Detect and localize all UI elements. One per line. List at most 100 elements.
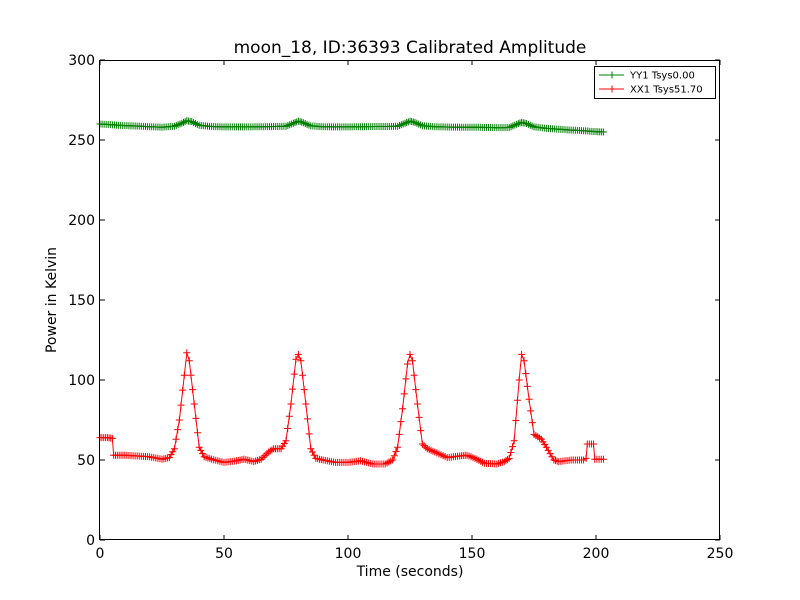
data-point-marker (504, 455, 512, 463)
data-point-marker (290, 370, 298, 378)
data-point-marker (513, 120, 521, 128)
data-point-marker (513, 396, 521, 404)
data-point-marker (253, 456, 261, 464)
data-point-marker (197, 446, 205, 454)
data-point-marker (190, 400, 198, 408)
data-point-marker (206, 455, 214, 463)
y-tick-label: 200 (68, 213, 95, 229)
series-1 (96, 117, 607, 136)
legend: YY1 Tsys0.00 XX1 Tsys51.70 (594, 66, 716, 99)
data-point-marker (522, 370, 530, 378)
data-point-marker (420, 442, 428, 450)
data-point-marker (298, 118, 306, 126)
data-point-marker (302, 400, 310, 408)
legend-marker (608, 71, 616, 79)
data-point-marker (548, 453, 556, 461)
data-point-marker (389, 456, 397, 464)
data-point-marker (514, 120, 522, 128)
data-point-marker (582, 454, 590, 462)
data-point-marker (417, 427, 425, 435)
legend-label: XX1 Tsys51.70 (630, 85, 703, 96)
legend-box (594, 66, 716, 99)
data-point-marker (268, 446, 276, 454)
data-point-marker (392, 447, 400, 455)
chart-title: moon_18, ID:36393 Calibrated Amplitude (234, 38, 587, 58)
data-point-marker (406, 350, 414, 358)
y-tick-label: 100 (68, 373, 95, 389)
data-point-marker (177, 401, 185, 409)
data-point-marker (307, 445, 315, 453)
legend-label: YY1 Tsys0.00 (629, 71, 695, 82)
x-tick-label: 200 (583, 546, 610, 562)
data-point-marker (199, 450, 207, 458)
data-point-marker (284, 425, 292, 433)
data-point-marker (292, 355, 300, 363)
y-tick-label: 300 (68, 53, 95, 69)
data-point-marker (599, 128, 607, 136)
data-point-marker (544, 446, 552, 454)
data-point-marker (189, 386, 197, 394)
data-point-marker (170, 445, 178, 453)
y-tick-label: 50 (77, 453, 95, 469)
data-point-marker (422, 443, 430, 451)
data-point-marker (402, 375, 410, 383)
data-point-marker (546, 450, 554, 458)
data-point-marker (415, 413, 423, 421)
data-point-marker (167, 451, 175, 459)
data-point-marker (282, 437, 290, 445)
x-tick-label: 250 (707, 546, 734, 562)
data-point-marker (507, 449, 515, 457)
data-point-marker (308, 448, 316, 456)
series-layer (96, 117, 607, 468)
data-point-marker (404, 360, 412, 368)
data-point-marker (291, 119, 299, 127)
data-point-marker (108, 434, 116, 442)
data-point-marker (165, 454, 173, 462)
data-point-marker (175, 416, 183, 424)
data-point-marker (510, 437, 518, 445)
data-point-marker (399, 405, 407, 413)
data-point-marker (178, 119, 186, 127)
data-point-marker (390, 452, 398, 460)
data-point-marker (299, 371, 307, 379)
data-point-marker (509, 443, 517, 451)
data-point-marker (179, 386, 187, 394)
data-point-marker (523, 382, 531, 390)
data-point-marker (527, 407, 535, 415)
series-line (100, 352, 604, 465)
data-point-marker (515, 376, 523, 384)
data-point-marker (169, 448, 177, 456)
data-point-marker (289, 385, 297, 393)
data-point-marker (195, 443, 203, 451)
data-point-marker (183, 349, 191, 357)
data-point-marker (174, 426, 182, 434)
data-point-marker (289, 119, 297, 127)
y-axis-label: Power in Kelvin (44, 247, 60, 353)
data-point-marker (185, 357, 193, 365)
x-axis-ticks: 0 50 100 150 200 250 (96, 60, 734, 562)
data-point-marker (310, 451, 318, 459)
data-point-marker (551, 457, 559, 465)
data-point-marker (300, 386, 308, 394)
series-2 (96, 349, 607, 468)
data-point-marker (550, 456, 558, 464)
data-point-marker (412, 386, 420, 394)
data-point-marker (400, 390, 408, 398)
data-point-marker (179, 118, 187, 126)
x-tick-label: 100 (335, 546, 362, 562)
data-point-marker (418, 440, 426, 448)
data-point-marker (172, 435, 180, 443)
data-point-marker (200, 453, 208, 461)
data-point-marker (505, 454, 513, 462)
data-point-marker (192, 414, 200, 422)
data-point-marker (180, 371, 188, 379)
data-point-marker (394, 443, 402, 451)
data-point-marker (528, 419, 536, 427)
data-point-marker (518, 350, 526, 358)
data-point-marker (512, 417, 520, 425)
data-point-marker (303, 415, 311, 423)
data-point-marker (520, 357, 528, 365)
data-point-marker (410, 371, 418, 379)
data-point-marker (495, 459, 503, 467)
